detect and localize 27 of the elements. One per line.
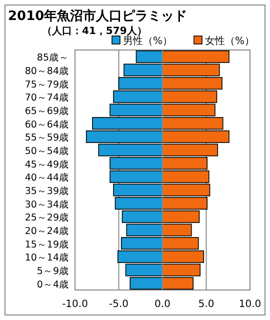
y-tick-label: 15～19歳	[24, 238, 69, 250]
y-tick-label: 55～59歳	[24, 132, 69, 144]
y-tick-label: 65～69歳	[24, 105, 69, 117]
y-tick-label: 80～84歳	[24, 65, 69, 77]
legend-label: 女性（%）	[205, 35, 255, 47]
y-tick-label: 85歳～	[36, 52, 69, 64]
x-tick-label: -5.0	[108, 299, 129, 310]
x-tick-label: -10.0	[62, 299, 88, 310]
x-tick-label: 5.0	[198, 299, 214, 310]
x-tick-label: 0.0	[154, 299, 170, 310]
y-tick-label: 45～49歳	[24, 158, 69, 170]
x-tick-label: 10.0	[238, 299, 262, 310]
y-tick-label: 0～4歳	[36, 278, 69, 290]
y-tick-label: 75～79歳	[24, 78, 69, 90]
y-tick-label: 35～39歳	[24, 185, 69, 197]
y-tick-label: 30～34歳	[24, 198, 69, 210]
y-tick-label: 50～54歳	[24, 145, 69, 157]
y-tick-label: 20～24歳	[24, 225, 69, 237]
y-tick-label: 70～74歳	[24, 92, 69, 104]
y-tick-label: 40～44歳	[24, 172, 69, 184]
y-tick-label: 60～64歳	[24, 118, 69, 130]
y-tick-label: 5～9歳	[36, 265, 69, 277]
legend-label: 男性（%）	[123, 35, 173, 47]
chart-title: 2010年魚沼市人口ピラミッド	[8, 8, 188, 24]
y-tick-label: 25～29歳	[24, 212, 69, 224]
chart-subtitle: （人口：41，579人）	[42, 25, 147, 37]
y-tick-label: 10～14歳	[24, 252, 69, 264]
